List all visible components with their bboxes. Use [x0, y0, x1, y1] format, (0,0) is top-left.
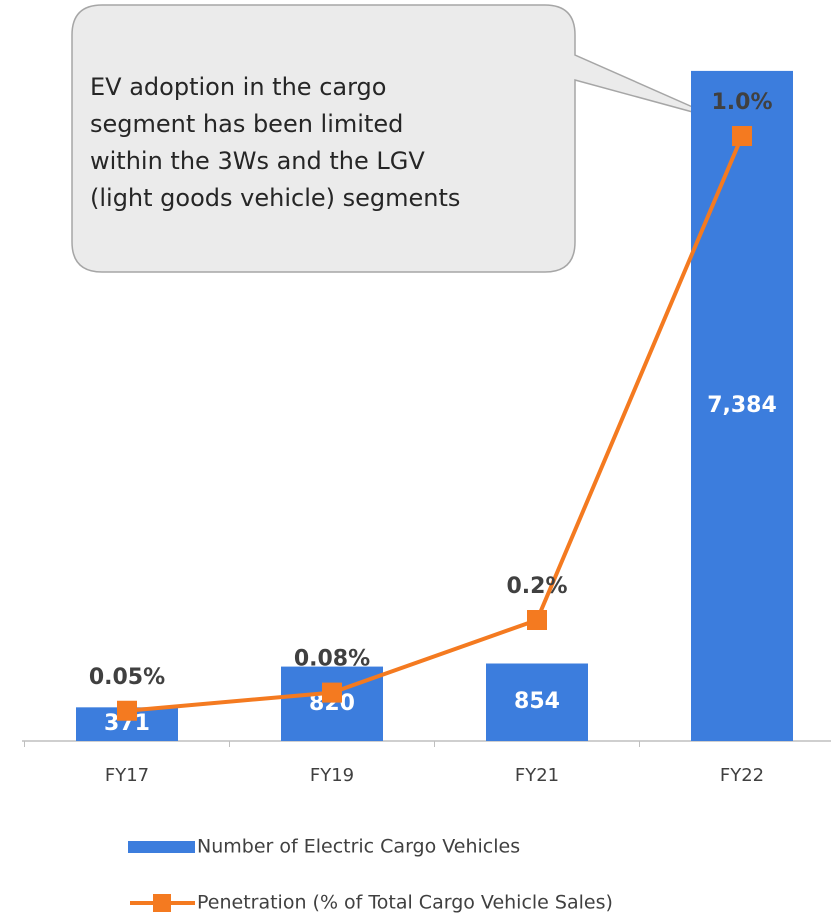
- callout-line: EV adoption in the cargo: [90, 73, 386, 101]
- x-tick-label: FY17: [105, 765, 149, 786]
- line-label: 0.2%: [506, 574, 567, 599]
- callout: [71, 4, 723, 273]
- callout-line: within the 3Ws and the LGV: [90, 147, 425, 175]
- bar: [691, 70, 793, 742]
- bar-label: 7,384: [707, 393, 777, 418]
- bar: [486, 663, 588, 741]
- line-label: 1.0%: [711, 90, 772, 115]
- bar-label: 854: [514, 689, 560, 714]
- legend-marker: [153, 894, 171, 912]
- callout-line: segment has been limited: [90, 110, 403, 138]
- line-marker: [527, 610, 547, 630]
- x-tick-label: FY19: [310, 765, 354, 786]
- line-label: 0.05%: [89, 665, 165, 690]
- line-marker: [117, 700, 137, 721]
- line-marker: [732, 126, 752, 146]
- legend-swatch: [128, 841, 195, 853]
- x-tick-label: FY22: [720, 765, 764, 786]
- callout-text: EV adoption in the cargo segment has been…: [90, 73, 460, 212]
- legend-label: Penetration (% of Total Cargo Vehicle Sa…: [197, 892, 613, 913]
- callout-line: (light goods vehicle) segments: [90, 184, 460, 212]
- legend-label: Number of Electric Cargo Vehicles: [197, 836, 520, 858]
- x-tick-label: FY21: [515, 765, 559, 786]
- line-label: 0.08%: [294, 647, 370, 672]
- line: [126, 135, 744, 713]
- line-marker: [322, 682, 342, 703]
